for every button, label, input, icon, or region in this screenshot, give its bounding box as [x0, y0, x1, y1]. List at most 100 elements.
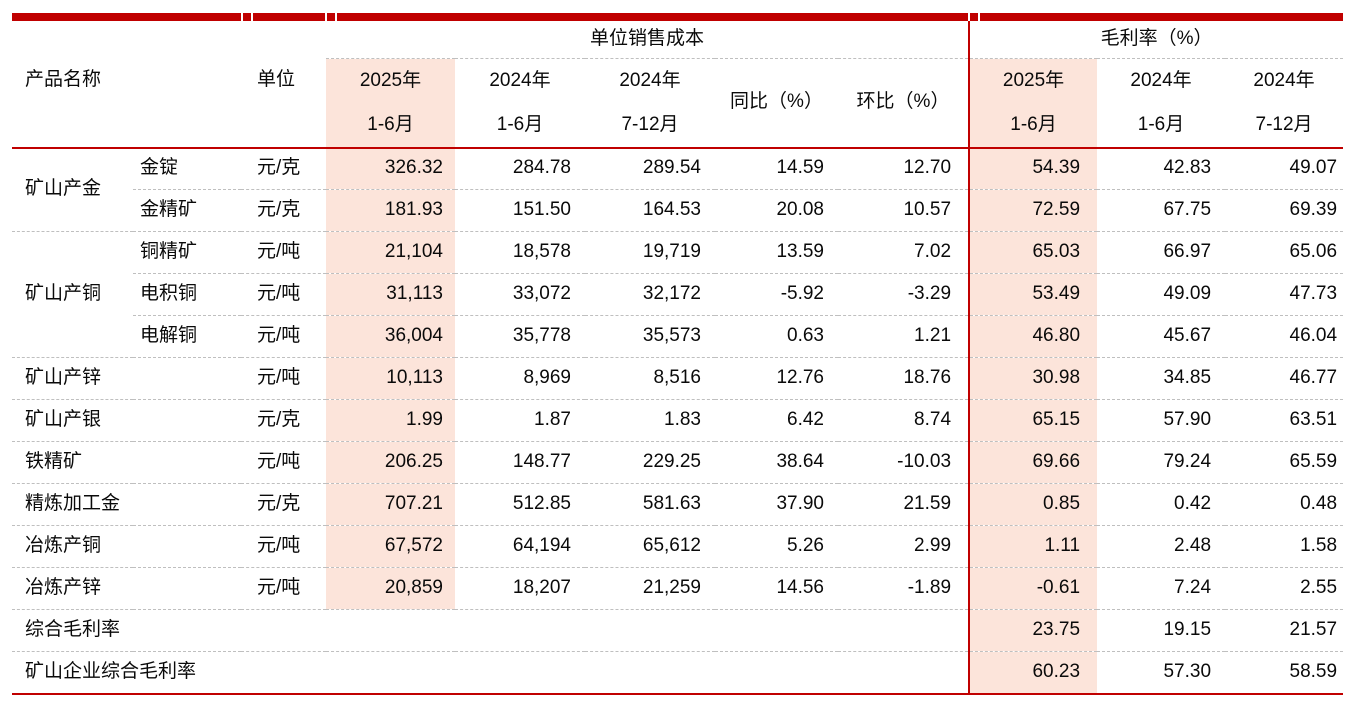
cell-margin-2025h1: 65.03	[968, 231, 1098, 274]
cell-margin-2024h2: 63.51	[1225, 399, 1344, 442]
cell-cost-2024h2: 32,172	[585, 273, 715, 316]
bar-gap	[251, 13, 253, 21]
cell-cost-2024h1: 64,194	[455, 525, 585, 568]
cell-product: 电积铜	[133, 273, 241, 316]
cell-margin-2024h2: 1.58	[1225, 525, 1344, 568]
cell-cost-2025h1: 326.32	[326, 147, 455, 190]
header-line: 2025年	[1002, 69, 1065, 91]
cell-yoy: 14.56	[715, 567, 838, 610]
cell-qoq: 1.21	[838, 315, 970, 358]
cell-cost-2025h1: 1.99	[326, 399, 455, 442]
cell-yoy: -5.92	[715, 273, 838, 316]
cell-qoq: 7.02	[838, 231, 970, 274]
cell-cost-2025h1: 10,113	[326, 357, 455, 400]
cell-product: 矿山产锌	[12, 357, 241, 400]
header-line: 2024年	[619, 69, 681, 91]
cell-yoy: 37.90	[715, 483, 838, 526]
cell-margin-2025h1: 65.15	[968, 399, 1098, 442]
cell-qoq: 18.76	[838, 357, 970, 400]
col-header-cost-2024h1: 2024年 1-6月	[455, 58, 585, 149]
col-header-margin-2024h1: 2024年 1-6月	[1097, 58, 1226, 149]
cell-margin-2024h1: 42.83	[1097, 147, 1226, 190]
cell-margin-2024h2: 46.77	[1225, 357, 1344, 400]
header-line: 2024年	[1253, 69, 1315, 91]
cell-product: 铜精矿	[133, 231, 241, 274]
cell-product: 金锭	[133, 147, 241, 190]
cell-margin-2025h1: 30.98	[968, 357, 1098, 400]
cell-margin-2025h1: 0.85	[968, 483, 1098, 526]
cell-cost-2025h1: 206.25	[326, 441, 455, 484]
cell-unit: 元/克	[241, 399, 326, 442]
cell-cost-2024h2: 8,516	[585, 357, 715, 400]
bar-gap	[241, 13, 243, 21]
cell-unit: 元/克	[241, 483, 326, 526]
table-row: 矿山产锌 元/吨 10,113 8,969 8,516 12.76 18.76 …	[12, 357, 1344, 400]
cell-cost-2025h1: 20,859	[326, 567, 455, 610]
cell-margin-2024h1: 2.48	[1097, 525, 1226, 568]
cell-cost-2024h2: 21,259	[585, 567, 715, 610]
cell-qoq: 21.59	[838, 483, 970, 526]
cell-yoy: 13.59	[715, 231, 838, 274]
header-line: 1-6月	[367, 113, 414, 135]
cell-yoy: 38.64	[715, 441, 838, 484]
cell-margin-2025h1: 54.39	[968, 147, 1098, 190]
header-line: 1-6月	[496, 113, 544, 135]
column-header-row: 产品名称 单位 2025年 1-6月 2024年 1-6月 2024年 7-12…	[12, 58, 1344, 149]
top-red-bar	[12, 13, 1343, 21]
cell-margin-2025h1: 53.49	[968, 273, 1098, 316]
cell-cost-2024h2: 289.54	[585, 147, 715, 190]
cell-product: 金精矿	[133, 189, 241, 232]
cell-summary-label: 综合毛利率	[12, 609, 326, 652]
cell-cost-2024h1: 284.78	[455, 147, 585, 190]
cell-margin-2024h1: 49.09	[1097, 273, 1226, 316]
cell-cost-2024h1: 18,207	[455, 567, 585, 610]
cell-yoy: 6.42	[715, 399, 838, 442]
table-row: 综合毛利率 23.75 19.15 21.57	[12, 609, 1344, 652]
cell-yoy: 20.08	[715, 189, 838, 232]
cell-unit: 元/克	[241, 189, 326, 232]
bar-gap	[335, 13, 337, 21]
cell-cost-2024h2: 19,719	[585, 231, 715, 274]
col-header-margin-2024h2: 2024年 7-12月	[1225, 58, 1344, 149]
cell-margin-2024h2: 58.59	[1225, 651, 1344, 695]
table-row: 矿山企业综合毛利率 60.23 57.30 58.59	[12, 651, 1344, 695]
cell-cost-2024h2: 164.53	[585, 189, 715, 232]
table-row: 精炼加工金 元/克 707.21 512.85 581.63 37.90 21.…	[12, 483, 1344, 526]
cell-summary-label: 矿山企业综合毛利率	[12, 651, 326, 695]
header-line: 1-6月	[1137, 113, 1185, 135]
cell-cost-2025h1: 21,104	[326, 231, 455, 274]
cell-cost-2024h2: 1.83	[585, 399, 715, 442]
margin-section-title: 毛利率（%）	[968, 21, 1344, 59]
cell-margin-2024h1: 79.24	[1097, 441, 1226, 484]
cell-product: 电解铜	[133, 315, 241, 358]
cell-product: 矿山产银	[12, 399, 241, 442]
col-header-yoy: 同比（%）	[715, 58, 838, 149]
cell-cost-2024h1: 33,072	[455, 273, 585, 316]
table-row: 铁精矿 元/吨 206.25 148.77 229.25 38.64 -10.0…	[12, 441, 1344, 484]
cell-cost-2024h1: 151.50	[455, 189, 585, 232]
table-row: 矿山产银 元/克 1.99 1.87 1.83 6.42 8.74 65.15 …	[12, 399, 1344, 442]
cell-margin-2025h1: 69.66	[968, 441, 1098, 484]
cell-blank	[326, 609, 970, 652]
table-row: 冶炼产锌 元/吨 20,859 18,207 21,259 14.56 -1.8…	[12, 567, 1344, 610]
cell-unit: 元/吨	[241, 231, 326, 274]
cell-product-group: 矿山产铜	[12, 231, 133, 358]
table-row: 电解铜 元/吨 36,004 35,778 35,573 0.63 1.21 4…	[12, 315, 1344, 358]
cell-margin-2024h1: 67.75	[1097, 189, 1226, 232]
col-header-cost-2024h2: 2024年 7-12月	[585, 58, 715, 149]
cell-margin-2024h2: 47.73	[1225, 273, 1344, 316]
cell-cost-2025h1: 67,572	[326, 525, 455, 568]
cell-margin-2025h1: 46.80	[968, 315, 1098, 358]
cell-margin-2024h1: 57.30	[1097, 651, 1226, 695]
cell-blank	[326, 651, 970, 695]
cell-yoy: 5.26	[715, 525, 838, 568]
cell-margin-2025h1: 60.23	[968, 651, 1098, 695]
cell-cost-2025h1: 36,004	[326, 315, 455, 358]
title-spacer	[12, 21, 326, 58]
cell-unit: 元/吨	[241, 357, 326, 400]
cell-cost-2024h1: 148.77	[455, 441, 585, 484]
cell-cost-2024h1: 8,969	[455, 357, 585, 400]
cell-cost-2024h2: 35,573	[585, 315, 715, 358]
cell-margin-2024h2: 49.07	[1225, 147, 1344, 190]
